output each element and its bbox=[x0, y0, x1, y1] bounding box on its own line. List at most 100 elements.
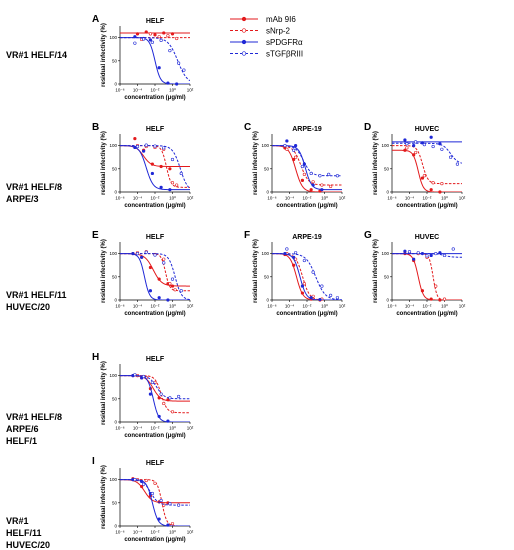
data-point bbox=[429, 135, 433, 139]
data-point bbox=[429, 297, 433, 301]
x-tick-label: 10⁻⁴ bbox=[285, 196, 294, 201]
data-point bbox=[159, 164, 163, 169]
x-tick-label: 10⁰ bbox=[169, 304, 176, 309]
data-point bbox=[414, 150, 418, 155]
series-line bbox=[120, 37, 190, 84]
data-point bbox=[309, 296, 313, 300]
legend-label: mAb 9I6 bbox=[266, 15, 296, 24]
data-point bbox=[170, 522, 175, 526]
y-tick-label: 0 bbox=[114, 524, 117, 529]
y-tick-label: 50 bbox=[112, 166, 118, 171]
x-tick-label: 10⁻⁶ bbox=[115, 426, 124, 431]
panel-G: G HUVEC 0 50 100 10⁻⁶ 10⁻⁴ 10⁻² 10⁰ 10²concentrat… bbox=[364, 230, 466, 317]
data-point bbox=[157, 277, 161, 281]
data-point bbox=[438, 190, 442, 194]
data-point bbox=[329, 184, 333, 189]
y-axis-label: residual infectivity (%) bbox=[373, 131, 379, 195]
x-tick-label: 10⁻² bbox=[303, 304, 312, 309]
series-line bbox=[120, 375, 190, 414]
data-point bbox=[438, 251, 442, 255]
data-point bbox=[311, 180, 315, 184]
x-tick-label: 10⁻² bbox=[151, 530, 160, 535]
series-line bbox=[120, 253, 190, 300]
x-tick-label: 10⁻² bbox=[423, 196, 432, 201]
data-point bbox=[170, 410, 175, 414]
data-point bbox=[166, 81, 170, 85]
x-tick-label: 10² bbox=[187, 88, 194, 93]
y-tick-label: 100 bbox=[109, 373, 117, 378]
data-point bbox=[159, 498, 163, 503]
panel-letter: B bbox=[92, 122, 99, 133]
x-tick-label: 10² bbox=[187, 426, 194, 431]
y-tick-label: 50 bbox=[112, 396, 118, 401]
y-tick-label: 100 bbox=[109, 35, 117, 40]
y-tick-label: 0 bbox=[386, 298, 389, 303]
data-point bbox=[403, 249, 407, 253]
data-point bbox=[168, 188, 172, 192]
data-point bbox=[412, 153, 416, 157]
x-axis-label: concentration (μg/ml) bbox=[396, 311, 457, 317]
row-label: VR#1 HELF/14 bbox=[6, 50, 67, 60]
data-point bbox=[177, 503, 181, 507]
data-point bbox=[300, 178, 305, 182]
x-tick-label: 10⁻² bbox=[151, 196, 160, 201]
panel-letter: I bbox=[92, 456, 95, 467]
panel-title: HELF bbox=[146, 460, 165, 467]
x-axis-label: concentration (μg/ml) bbox=[124, 203, 185, 209]
data-point bbox=[403, 148, 407, 152]
panel-H: H HELF 0 50 100 10⁻⁶ 10⁻⁴ 10⁻² 10⁰ 10²concentrati… bbox=[92, 352, 194, 439]
y-tick-label: 100 bbox=[381, 251, 389, 256]
data-point bbox=[292, 148, 296, 152]
y-tick-label: 50 bbox=[264, 166, 270, 171]
x-tick-label: 10⁻⁴ bbox=[133, 304, 142, 309]
data-point bbox=[133, 137, 137, 141]
data-point bbox=[144, 478, 148, 483]
data-point bbox=[179, 289, 183, 293]
data-point bbox=[449, 155, 453, 159]
data-point bbox=[175, 183, 179, 187]
data-point bbox=[405, 142, 409, 146]
x-tick-label: 10² bbox=[459, 196, 466, 201]
y-tick-label: 0 bbox=[266, 190, 269, 195]
data-point bbox=[175, 82, 179, 86]
data-point bbox=[451, 247, 455, 251]
data-point bbox=[442, 253, 447, 258]
row-label: HUVEC/20 bbox=[6, 540, 50, 550]
data-point bbox=[311, 183, 315, 187]
data-point bbox=[300, 291, 305, 295]
data-point bbox=[442, 297, 447, 301]
data-point bbox=[133, 478, 137, 482]
panel-title: HUVEC bbox=[415, 234, 440, 241]
panel-letter: C bbox=[244, 122, 251, 133]
data-point bbox=[162, 261, 166, 265]
data-point bbox=[294, 251, 298, 255]
data-point bbox=[135, 144, 140, 149]
data-point bbox=[157, 517, 161, 521]
data-point bbox=[153, 481, 157, 485]
data-point bbox=[168, 396, 172, 400]
panel-D: D HUVEC 0 50 100 10⁻⁶ 10⁻⁴ 10⁻² 10⁰ 10²concentrat… bbox=[364, 122, 466, 209]
data-point bbox=[429, 188, 433, 192]
data-point bbox=[142, 482, 146, 486]
y-tick-label: 50 bbox=[112, 500, 118, 505]
data-point bbox=[422, 174, 426, 178]
data-point bbox=[294, 144, 298, 148]
row-label: VR#1 bbox=[6, 516, 29, 526]
x-tick-label: 10⁰ bbox=[169, 530, 176, 535]
data-point bbox=[320, 284, 324, 288]
panel-C: C ARPE-19 0 50 100 10⁻⁶ 10⁻⁴ 10⁻² 10⁰ 10²concentr… bbox=[244, 122, 346, 209]
data-point bbox=[405, 146, 409, 150]
x-tick-label: 10⁻² bbox=[151, 426, 160, 431]
y-axis-label: residual infectivity (%) bbox=[101, 361, 107, 425]
data-point bbox=[292, 157, 296, 162]
data-point bbox=[157, 35, 161, 39]
data-point bbox=[420, 289, 425, 293]
panel-E: E HELF 0 50 100 10⁻⁶ 10⁻⁴ 10⁻² 10⁰ 10²concentrati… bbox=[92, 230, 194, 317]
data-point bbox=[133, 145, 137, 150]
data-point bbox=[318, 297, 322, 302]
data-point bbox=[170, 32, 175, 36]
data-point bbox=[170, 157, 175, 162]
data-point bbox=[142, 149, 146, 153]
series-line bbox=[392, 145, 462, 185]
